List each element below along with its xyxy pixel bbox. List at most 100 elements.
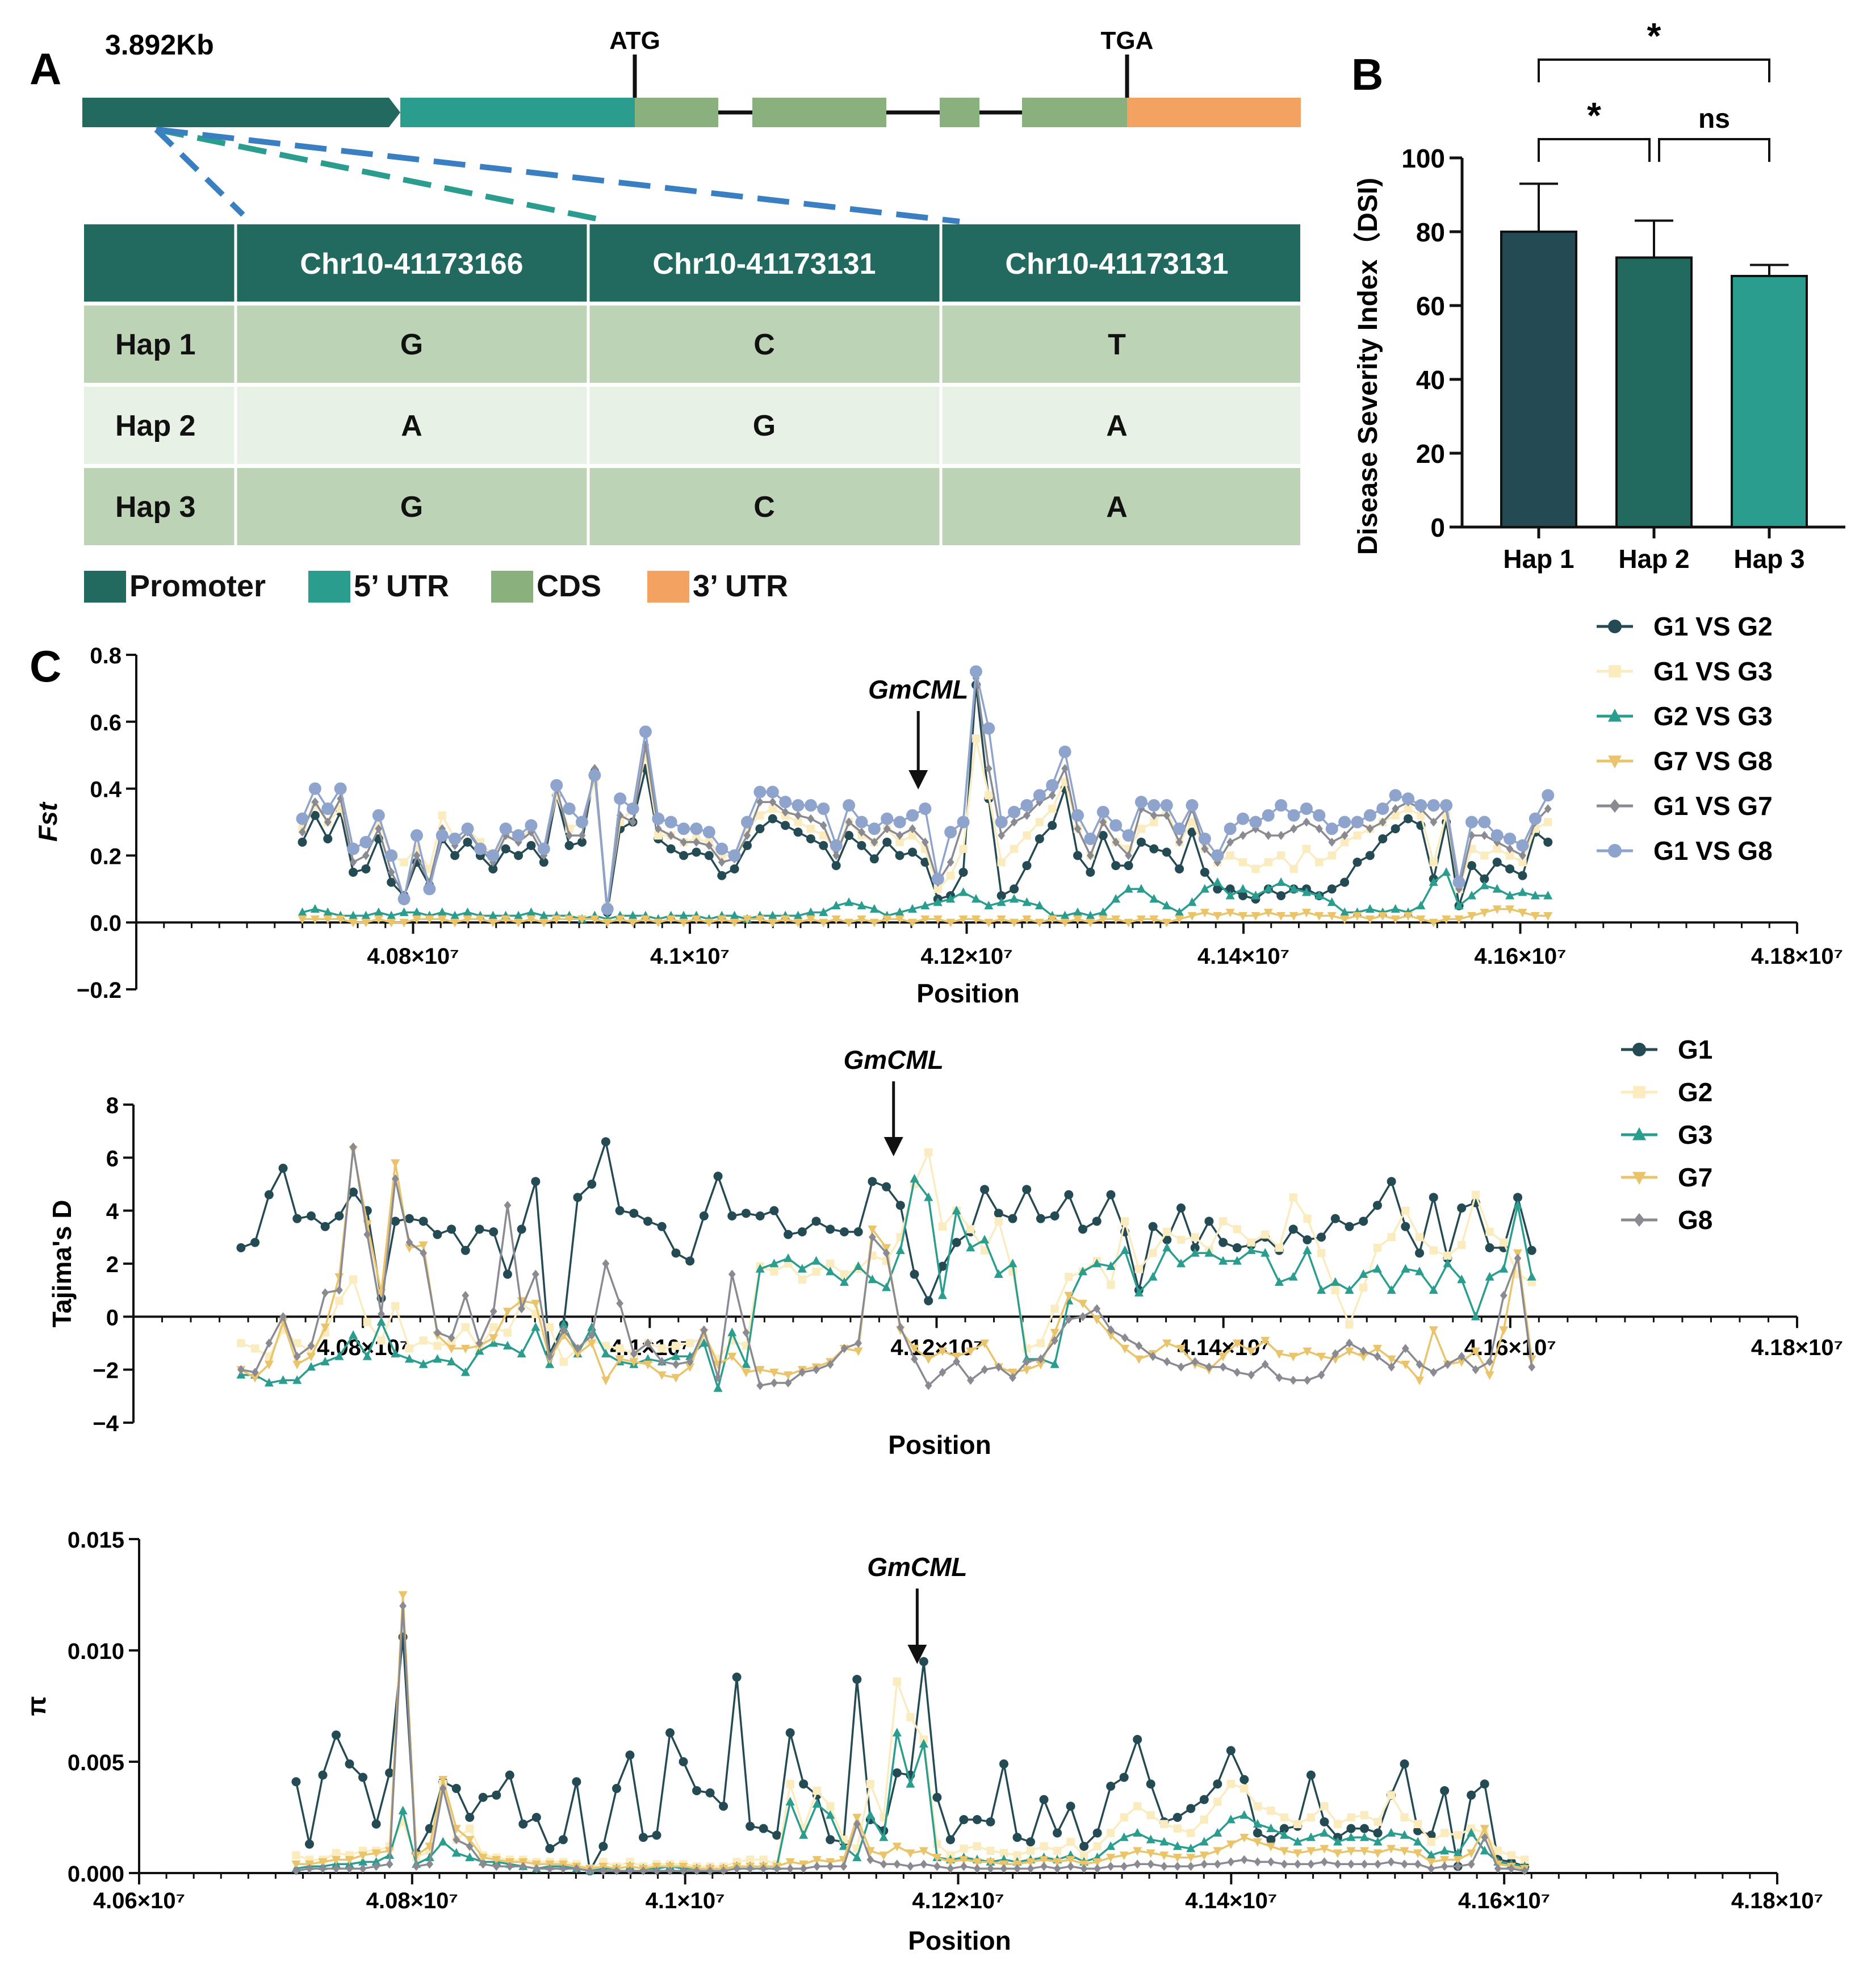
- data-point: [1238, 912, 1248, 921]
- data-point: [1478, 816, 1491, 829]
- data-point: [1317, 1249, 1326, 1257]
- data-point: [690, 822, 703, 835]
- significance-bracket: [1658, 138, 1770, 162]
- data-point: [451, 1784, 461, 1794]
- data-point: [830, 839, 843, 852]
- x-tick-label: 4.14×10⁷: [1185, 1888, 1277, 1913]
- data-point: [1345, 1285, 1354, 1294]
- gmcml-annotation: GmCML: [868, 675, 968, 704]
- data-point: [832, 851, 840, 860]
- data-point: [250, 1344, 259, 1353]
- data-point: [1480, 909, 1489, 918]
- data-point: [250, 1238, 260, 1247]
- data-point: [358, 1857, 368, 1866]
- data-point: [1480, 831, 1488, 841]
- data-point: [626, 1866, 634, 1876]
- data-point: [600, 1866, 607, 1876]
- data-point: [463, 907, 472, 916]
- legend-label: CDS: [537, 569, 601, 603]
- data-point: [844, 897, 854, 906]
- data-point: [920, 1859, 928, 1869]
- data-point: [1048, 821, 1057, 830]
- data-point: [1471, 1190, 1480, 1199]
- data-point: [1240, 1833, 1249, 1843]
- data-point: [839, 1841, 848, 1850]
- series-g3: [236, 1173, 1536, 1392]
- data-point: [715, 842, 728, 855]
- data-point: [465, 1852, 475, 1861]
- data-point: [937, 1261, 947, 1271]
- data-point: [1213, 1798, 1222, 1806]
- series-g8: [237, 1142, 1536, 1390]
- data-point: [1026, 1858, 1036, 1867]
- data-point: [1417, 811, 1425, 820]
- data-point: [613, 1866, 621, 1876]
- data-point: [798, 1368, 806, 1377]
- data-point: [306, 1362, 316, 1371]
- data-point: [1429, 858, 1438, 867]
- data-point: [879, 1832, 889, 1841]
- data-point: [1172, 1854, 1182, 1863]
- data-point: [489, 1334, 499, 1343]
- data-point: [320, 1222, 330, 1231]
- data-point: [845, 817, 853, 827]
- series-g2: [292, 1677, 1529, 1873]
- data-point: [1225, 891, 1235, 900]
- data-point: [1457, 1274, 1467, 1284]
- data-point: [1122, 829, 1135, 842]
- data-point: [807, 814, 815, 824]
- data-point: [785, 1796, 795, 1805]
- data-point: [844, 831, 854, 841]
- data-point: [387, 877, 396, 887]
- data-point: [973, 1864, 981, 1874]
- data-point: [1481, 1833, 1489, 1842]
- data-point: [1453, 1847, 1463, 1857]
- data-point: [1071, 809, 1084, 822]
- data-point: [1400, 1759, 1409, 1769]
- data-point: [361, 918, 371, 927]
- data-point: [1099, 817, 1107, 827]
- data-point: [1137, 804, 1145, 813]
- data-point: [1331, 1349, 1339, 1358]
- data-point: [1440, 799, 1453, 812]
- data-point: [1125, 851, 1132, 860]
- data-point: [1232, 1243, 1242, 1252]
- data-point: [420, 1248, 428, 1258]
- data-point: [425, 1852, 434, 1861]
- data-point: [410, 829, 423, 842]
- legend-label: G7: [1678, 1163, 1712, 1192]
- data-point: [1040, 1842, 1048, 1851]
- data-point: [1092, 1858, 1102, 1867]
- data-point: [804, 799, 817, 812]
- data-point: [1518, 871, 1527, 880]
- data-point: [1301, 887, 1311, 896]
- b-y-tick-label: 20: [1416, 439, 1445, 469]
- data-point: [1327, 884, 1337, 894]
- data-point: [1378, 912, 1388, 921]
- data-point: [1023, 810, 1031, 820]
- data-point: [1359, 1347, 1367, 1356]
- gmcml-annotation: GmCML: [844, 1045, 944, 1075]
- data-point: [514, 910, 524, 919]
- data-point: [1267, 1857, 1275, 1867]
- data-point: [705, 1788, 715, 1798]
- data-point: [478, 1854, 488, 1863]
- data-point: [1187, 1829, 1195, 1837]
- data-point: [1373, 1849, 1383, 1858]
- data-point: [793, 910, 803, 919]
- data-point: [1022, 1185, 1032, 1194]
- data-point: [921, 837, 929, 847]
- data-point: [391, 1302, 400, 1310]
- data-point: [1333, 1849, 1342, 1858]
- data-point: [666, 915, 676, 925]
- data-point: [1200, 1859, 1208, 1869]
- data-point: [1176, 1235, 1186, 1244]
- data-point: [1136, 884, 1146, 893]
- data-point: [1346, 1339, 1353, 1348]
- table-cell: C: [753, 491, 775, 524]
- data-point: [358, 1851, 368, 1861]
- data-point: [1264, 858, 1272, 867]
- data-point: [1086, 910, 1095, 919]
- data-point: [1240, 1810, 1249, 1819]
- legend-label: G1 VS G8: [1653, 836, 1773, 866]
